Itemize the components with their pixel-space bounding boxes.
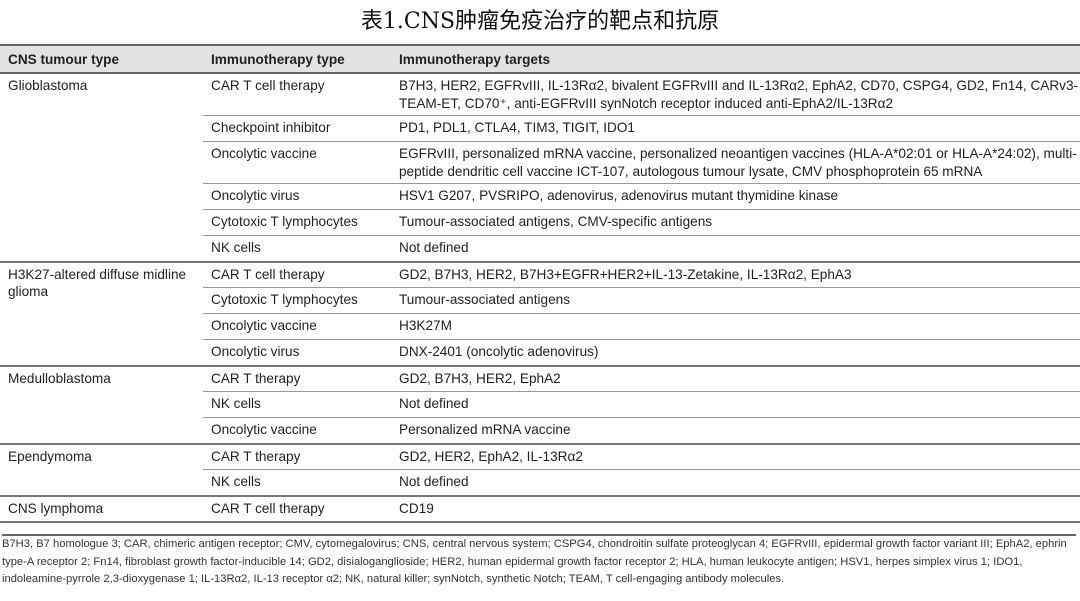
tumour-type-cell: Ependymoma [0,443,203,497]
targets-cell: Not defined [391,469,1080,497]
table-row: Glioblastoma CAR T cell therapy B7H3, HER2… [0,73,1080,263]
table-row: NK cells Not defined [0,391,1080,418]
table-row: Cytotoxic T lymphocytes Tumour-associated… [0,209,1080,236]
targets-cell: PD1, PDL1, CTLA4, TIM3, TIGIT, IDO1 [391,115,1080,142]
tumour-type-cell: Glioblastoma [0,73,203,263]
immunotherapy-type-cell: Oncolytic vaccine [203,313,391,340]
immunotherapy-type-cell: Oncolytic virus [203,183,391,210]
immunotherapy-type-cell: Oncolytic vaccine [203,141,391,184]
immunotherapy-type-cell: NK cells [203,391,391,418]
immunotherapy-type-cell: NK cells [203,235,391,263]
table-row: Oncolytic vaccine Personalized mRNA vacci… [0,417,1080,445]
tumour-type-cell: H3K27-altered diffuse midline glioma [0,261,203,367]
immunotherapy-type-cell: CAR T therapy [203,443,391,470]
immunotherapy-type-cell: NK cells [203,469,391,497]
table-row: Medulloblastoma CAR T therapy GD2, B7H3, H… [0,365,1080,445]
immunotherapy-type-cell: Cytotoxic T lymphocytes [203,209,391,236]
table-row: Cytotoxic T lymphocytes Tumour-associated… [0,287,1080,314]
tumour-type-cell: Medulloblastoma [0,365,203,445]
table-row: Checkpoint inhibitor PD1, PDL1, CTLA4, TI… [0,115,1080,142]
immunotherapy-type-cell: CAR T therapy [203,365,391,392]
table-row: Oncolytic virus DNX-2401 (oncolytic adeno… [0,339,1080,367]
targets-cell: GD2, B7H3, HER2, B7H3+EGFR+HER2+IL-13-Ze… [391,261,1080,288]
table-row: Oncolytic vaccine H3K27M [0,313,1080,340]
targets-table: CNS tumour type Immunotherapy type Immun… [0,44,1080,523]
immunotherapy-type-cell: CAR T cell therapy [203,73,391,116]
targets-cell: HSV1 G207, PVSRIPO, adenovirus, adenovir… [391,183,1080,210]
targets-cell: EGFRvIII, personalized mRNA vaccine, per… [391,141,1080,184]
table-row: H3K27-altered diffuse midline glioma CAR … [0,261,1080,367]
header-targets: Immunotherapy targets [391,44,1080,74]
targets-cell: H3K27M [391,313,1080,340]
targets-cell: Not defined [391,235,1080,263]
table-row: Oncolytic virus HSV1 G207, PVSRIPO, adeno… [0,183,1080,210]
table-row: NK cells Not defined [0,469,1080,497]
table-row: Ependymoma CAR T therapy GD2, HER2, EphA2,… [0,443,1080,497]
immunotherapy-type-cell: CAR T cell therapy [203,261,391,288]
immunotherapy-type-cell: CAR T cell therapy [203,495,391,523]
targets-cell: Not defined [391,391,1080,418]
immunotherapy-type-cell: Oncolytic vaccine [203,417,391,445]
tumour-type-cell: CNS lymphoma [0,495,203,523]
table-row: NK cells Not defined [0,235,1080,263]
header-immunotherapy-type: Immunotherapy type [203,44,391,74]
immunotherapy-type-cell: Checkpoint inhibitor [203,115,391,142]
targets-cell: B7H3, HER2, EGFRvIII, IL-13Rα2, bivalent… [391,73,1080,116]
targets-cell: GD2, B7H3, HER2, EphA2 [391,365,1080,392]
header-row: CNS tumour type Immunotherapy type Immun… [0,44,1080,74]
targets-cell: Tumour-associated antigens, CMV-specific… [391,209,1080,236]
table-row: CNS lymphoma CAR T cell therapy CD19 [0,495,1080,523]
header-tumour-type: CNS tumour type [0,44,203,74]
targets-cell: Personalized mRNA vaccine [391,417,1080,445]
targets-cell: GD2, HER2, EphA2, IL-13Rα2 [391,443,1080,470]
targets-cell: CD19 [391,495,1080,523]
targets-cell: Tumour-associated antigens [391,287,1080,314]
table-row: Oncolytic vaccine EGFRvIII, personalized … [0,141,1080,184]
immunotherapy-type-cell: Oncolytic virus [203,339,391,367]
table-title: 表1.CNS肿瘤免疫治疗的靶点和抗原 [360,9,720,34]
immunotherapy-type-cell: Cytotoxic T lymphocytes [203,287,391,314]
targets-cell: DNX-2401 (oncolytic adenovirus) [391,339,1080,367]
footnote: B7H3, B7 homologue 3; CAR, chimeric anti… [2,534,1076,589]
